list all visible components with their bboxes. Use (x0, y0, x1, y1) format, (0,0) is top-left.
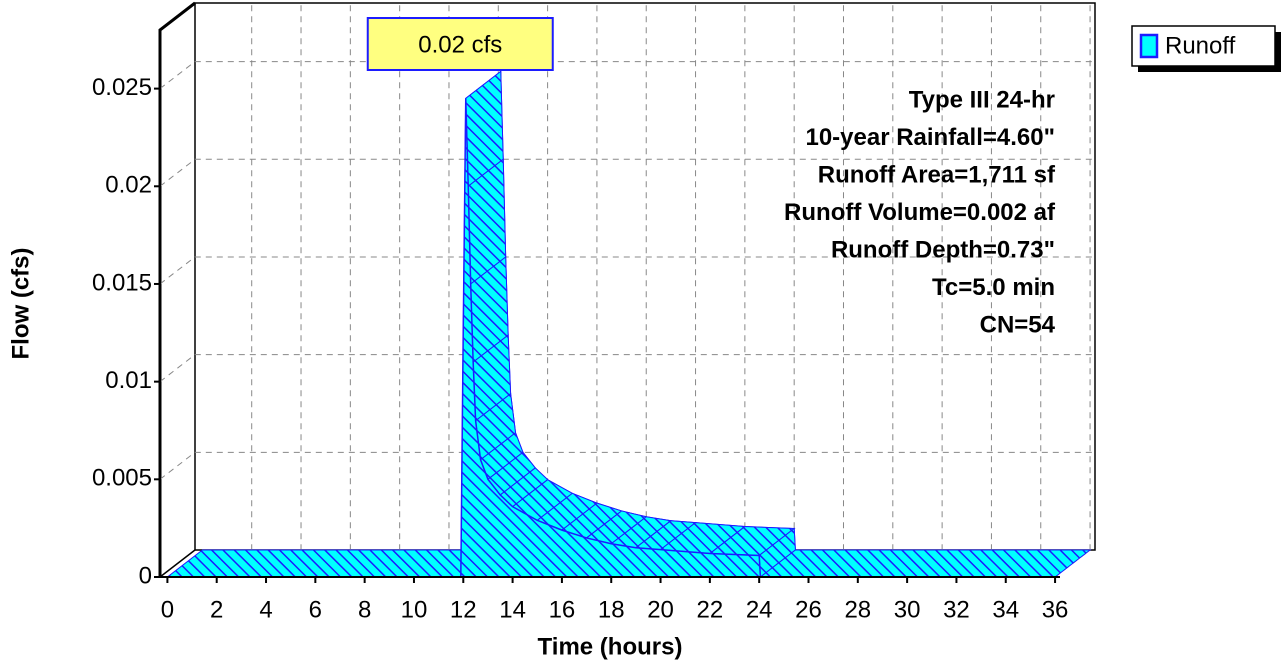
grid-line (857, 3, 894, 578)
y-tick-label: 0 (139, 562, 152, 589)
legend-label: Runoff (1165, 32, 1236, 59)
area-side (758, 549, 1092, 578)
grid-line (159, 158, 1095, 187)
x-tick-label: 36 (1042, 596, 1069, 623)
y-tick-label: 0.025 (92, 74, 152, 101)
grid-line (315, 3, 351, 578)
peak-label: 0.02 cfs (418, 31, 502, 58)
legend-box (1131, 25, 1276, 67)
y-tick-label: 0.01 (105, 367, 152, 394)
floor-edge (159, 549, 196, 578)
y-tick-label: 0.02 (105, 172, 152, 199)
grid-line (159, 256, 1095, 285)
annotation: Type III 24-hr (909, 86, 1055, 113)
x-tick-label: 32 (943, 596, 970, 623)
peak-label-box (366, 17, 554, 71)
x-tick-label: 28 (844, 596, 871, 623)
x-tick-label: 20 (647, 596, 674, 623)
area-side (165, 549, 498, 578)
annotation: Runoff Area=1,711 sf (818, 161, 1056, 188)
grid-line (159, 354, 1095, 383)
annotation: CN=54 (980, 311, 1056, 338)
annotation: Runoff Volume=0.002 af (784, 199, 1056, 226)
annotation: Runoff Depth=0.73" (831, 236, 1055, 263)
grid-line (413, 3, 450, 578)
grid-line (216, 3, 253, 578)
x-axis-label: Time (hours) (538, 633, 683, 660)
x-tick-label: 34 (992, 596, 1019, 623)
x-tick-label: 30 (894, 596, 921, 623)
annotation: Tc=5.0 min (932, 274, 1055, 301)
x-tick-label: 2 (210, 596, 223, 623)
grid-line (758, 3, 795, 578)
y-tick-label: 0.015 (92, 269, 152, 296)
grid-line (610, 3, 647, 578)
x-tick-label: 22 (697, 596, 724, 623)
grid-line (364, 3, 401, 578)
x-tick-label: 18 (598, 596, 625, 623)
y-axis-label: Flow (cfs) (7, 248, 34, 360)
grid-line (660, 3, 697, 578)
x-tick-label: 26 (795, 596, 822, 623)
grid-line (159, 61, 1095, 90)
x-tick-label: 10 (401, 596, 428, 623)
grid-line (808, 3, 844, 578)
grid-line (159, 451, 1095, 480)
x-tick-label: 14 (499, 596, 526, 623)
area-front (167, 98, 1056, 578)
grid-line (1054, 3, 1091, 578)
x-tick-label: 4 (259, 596, 272, 623)
x-tick-label: 12 (450, 596, 477, 623)
x-tick-label: 8 (358, 596, 371, 623)
x-tick-label: 24 (746, 596, 773, 623)
grid-line (265, 3, 302, 578)
side-wall (158, 1, 196, 577)
annotation: 10-year Rainfall=4.60" (805, 124, 1055, 151)
x-tick-label: 0 (161, 596, 174, 623)
y-tick-label: 0.005 (92, 465, 152, 492)
grid-line (709, 3, 746, 578)
x-tick-label: 16 (549, 596, 576, 623)
x-tick-label: 6 (309, 596, 322, 623)
legend-swatch (1139, 33, 1159, 59)
